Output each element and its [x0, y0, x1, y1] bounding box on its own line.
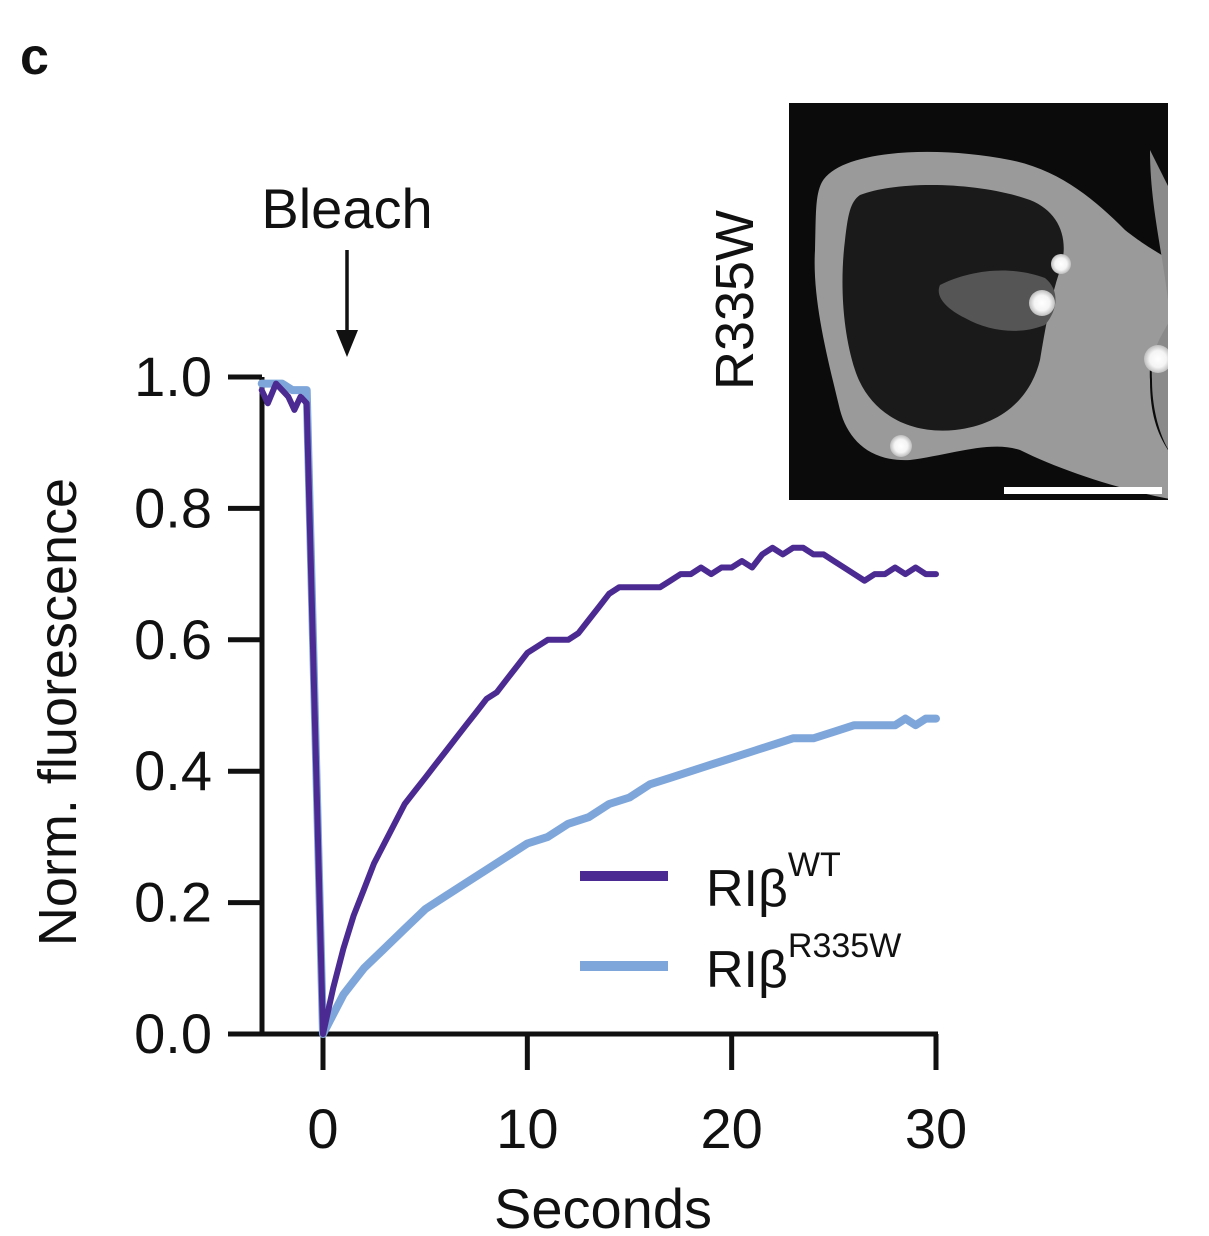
legend-name-wt: RIβ	[706, 860, 788, 918]
x-tick-label: 10	[496, 1097, 558, 1160]
bleach-arrow	[336, 250, 358, 357]
chart-axes	[228, 377, 938, 1037]
legend-label-wt: RIβWT	[706, 846, 841, 918]
x-tick-label: 30	[905, 1097, 967, 1160]
legend: RIβWT RIβR335W	[580, 846, 901, 999]
y-tick-label: 0.4	[134, 739, 212, 802]
y-ticks: 0.0 0.2 0.4 0.6 0.8 1.0	[134, 345, 262, 1065]
legend-sup-wt: WT	[788, 846, 841, 884]
series-line-wt	[258, 380, 939, 1037]
legend-label-mut: RIβR335W	[706, 927, 901, 999]
x-axis-label: Seconds	[494, 1177, 712, 1236]
legend-sup-mut: R335W	[788, 927, 901, 965]
bleach-annotation: Bleach	[261, 177, 432, 240]
inset-label: R335W	[705, 210, 765, 390]
y-tick-label: 0.2	[134, 871, 212, 934]
series-line-r335w	[257, 379, 940, 1038]
x-tick-label: 20	[701, 1097, 763, 1160]
y-tick-label: 1.0	[134, 345, 212, 408]
panel-label: c	[20, 28, 49, 86]
x-ticks: 0 10 20 30	[307, 1034, 967, 1160]
y-tick-label: 0.6	[134, 608, 212, 671]
inset-micrograph	[789, 103, 1168, 500]
y-tick-label: 0.8	[134, 476, 212, 539]
y-axis-label: Norm. fluorescence	[28, 478, 88, 946]
legend-name-mut: RIβ	[706, 941, 788, 999]
y-tick-label: 0.0	[134, 1002, 212, 1065]
series-layer	[257, 379, 940, 1038]
scale-bar	[1004, 487, 1162, 494]
x-tick-label: 0	[307, 1097, 338, 1160]
